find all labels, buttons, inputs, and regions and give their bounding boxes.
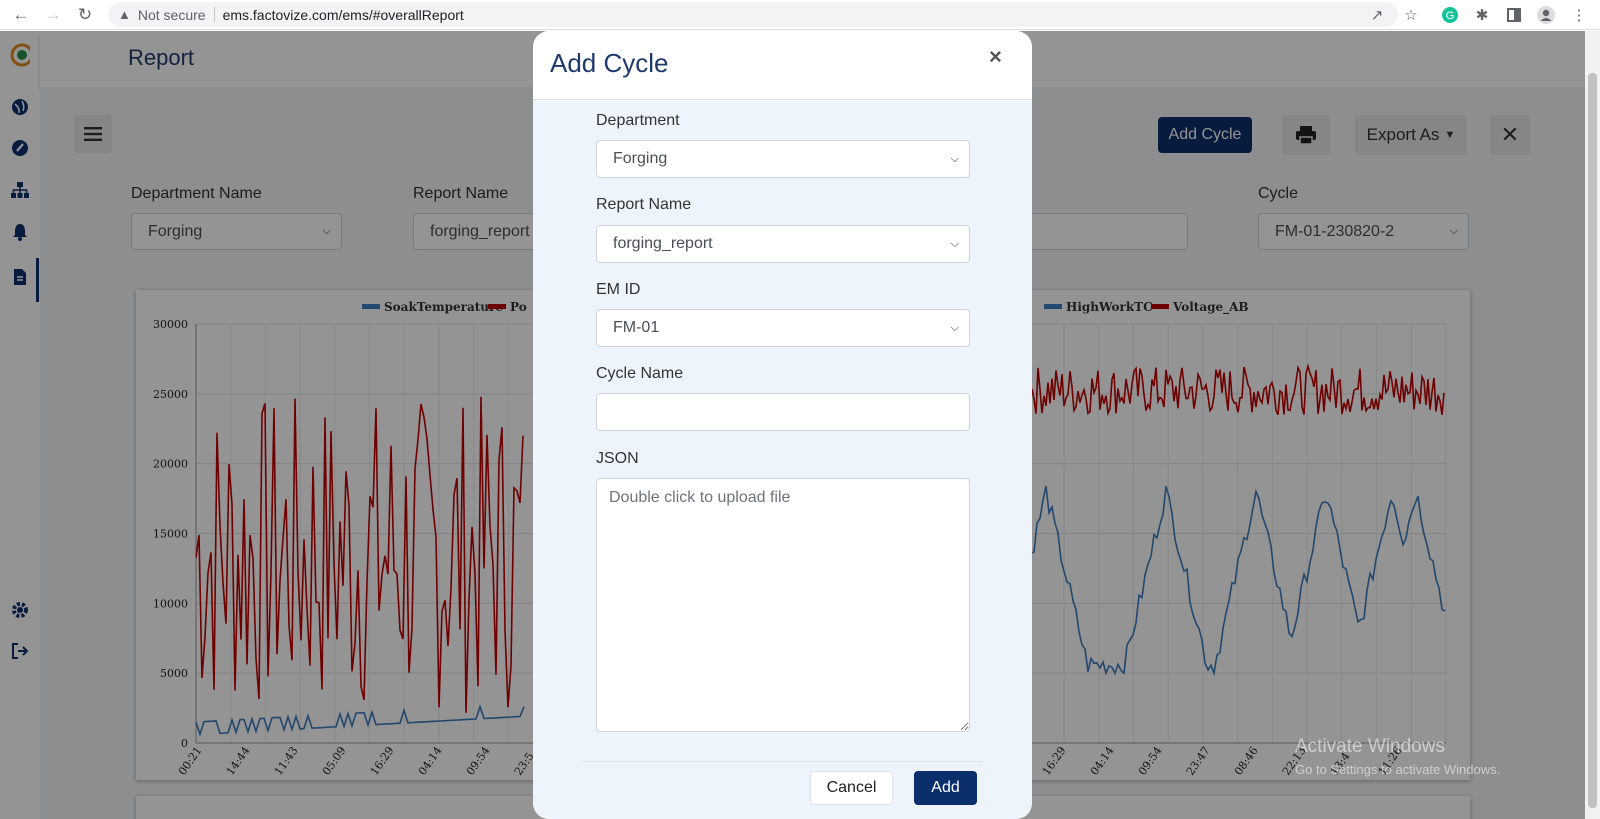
department-filter-label: Department Name — [131, 185, 262, 202]
browser-toolbar: ← → ↻ ▲ Not secure ems.factovize.com/ems… — [0, 0, 1600, 30]
report-filter-label: Report Name — [413, 185, 509, 202]
series-line-highworktc — [1015, 485, 1446, 677]
department-label: Department — [596, 112, 680, 129]
print-icon[interactable] — [1282, 115, 1330, 155]
department-select[interactable]: Forging ⌵ — [596, 140, 970, 178]
y-tick-label: 20000 — [153, 458, 188, 471]
add-cycle-modal: Add Cycle × Department Forging ⌵ Report … — [533, 31, 1032, 819]
export-as-label: Export As — [1366, 125, 1440, 144]
report-name-value: forging_report — [613, 235, 713, 252]
y-tick-label: 30000 — [153, 318, 188, 331]
series-line-po — [195, 396, 524, 713]
report-name-label: Report Name — [596, 196, 692, 213]
logo-icon[interactable] — [10, 43, 30, 67]
em-id-label: EM ID — [596, 281, 641, 298]
address-bar[interactable]: ▲ Not secure ems.factovize.com/ems/#over… — [108, 2, 1398, 27]
caret-down-icon: ▼ — [1444, 129, 1456, 141]
dashboard-gauge-icon[interactable] — [10, 138, 30, 158]
grammarly-icon[interactable]: G — [1437, 2, 1463, 27]
legend-label: Voltage_AB — [1172, 300, 1249, 315]
legend-label: Po — [510, 300, 527, 314]
legend-swatch — [1044, 304, 1062, 309]
settings-gear-icon[interactable] — [10, 600, 30, 620]
menu-kebab-icon[interactable]: ⋮ — [1571, 6, 1587, 24]
legend-swatch — [488, 304, 506, 309]
modal-title: Add Cycle — [550, 48, 669, 78]
bell-icon[interactable] — [10, 222, 30, 242]
share-icon[interactable]: ↗ — [1370, 6, 1384, 24]
profile-icon[interactable] — [1533, 2, 1559, 27]
page-title: Report — [128, 45, 195, 70]
cycle-name-input[interactable] — [596, 393, 970, 431]
scrollbar-thumb[interactable] — [1588, 73, 1597, 808]
json-upload-textarea[interactable] — [596, 478, 970, 732]
legend-swatch — [362, 304, 380, 309]
modal-close-icon[interactable]: × — [989, 44, 1002, 69]
url-text: ems.factovize.com/ems/#overallReport — [222, 6, 464, 23]
chevron-down-icon: ⌵ — [950, 322, 959, 334]
cycle-filter-select[interactable]: FM-01-230820-2 ⌵ — [1258, 213, 1469, 250]
report-file-icon[interactable] — [10, 267, 30, 287]
sidebar — [0, 31, 40, 819]
department-filter-select[interactable]: Forging ⌵ — [131, 213, 342, 250]
chevron-down-icon: ⌵ — [1449, 225, 1458, 237]
windows-activation-watermark: Activate Windows Go to Settings to activ… — [1295, 736, 1500, 777]
extensions-icon[interactable]: ✱ — [1475, 6, 1489, 24]
reload-icon[interactable]: ↻ — [77, 5, 93, 24]
y-tick-label: 10000 — [153, 597, 188, 610]
url-separator — [213, 7, 215, 22]
add-button[interactable]: Add — [914, 771, 977, 805]
series-line-soaktemperature — [195, 704, 525, 738]
y-tick-label: 0 — [181, 737, 188, 750]
export-as-button[interactable]: Export As ▼ — [1355, 115, 1467, 155]
series-line-voltage-ab — [1015, 363, 1445, 417]
chevron-down-icon: ⌵ — [322, 225, 331, 237]
cycle-filter-value: FM-01-230820-2 — [1275, 222, 1395, 240]
page-scrollbar[interactable] — [1585, 31, 1600, 819]
em-id-value: FM-01 — [613, 319, 660, 336]
add-cycle-button[interactable]: Add Cycle — [1158, 117, 1252, 153]
logout-icon[interactable] — [10, 641, 30, 661]
svg-text:G: G — [1446, 10, 1455, 22]
y-tick-label: 25000 — [153, 388, 188, 401]
hierarchy-icon[interactable] — [10, 180, 30, 200]
close-report-icon[interactable]: ✕ — [1490, 115, 1530, 155]
cycle-name-label: Cycle Name — [596, 365, 684, 382]
warning-icon: ▲ — [118, 7, 131, 22]
globe-icon[interactable] — [10, 97, 30, 117]
sidepanel-icon[interactable] — [1501, 2, 1527, 27]
department-filter-value: Forging — [148, 222, 203, 240]
hamburger-menu-icon[interactable] — [74, 115, 112, 153]
legend-label: SoakTemperature — [384, 300, 503, 314]
forward-icon[interactable]: → — [44, 5, 62, 24]
department-value: Forging — [613, 150, 668, 167]
cancel-button[interactable]: Cancel — [810, 771, 893, 805]
back-icon[interactable]: ← — [12, 5, 30, 24]
y-tick-label: 15000 — [153, 528, 188, 541]
bookmark-star-icon[interactable]: ☆ — [1404, 6, 1418, 24]
security-label: Not secure — [137, 6, 206, 23]
sidebar-active-indicator — [36, 258, 39, 302]
y-tick-label: 5000 — [160, 667, 188, 680]
legend-swatch — [1151, 304, 1169, 309]
modal-header: Add Cycle × — [533, 31, 1032, 100]
modal-footer: Cancel Add — [533, 761, 1032, 819]
chevron-down-icon: ⌵ — [950, 238, 959, 250]
json-label: JSON — [596, 450, 639, 467]
report-name-select[interactable]: forging_report ⌵ — [596, 225, 970, 263]
report-filter-value: forging_report — [430, 222, 530, 240]
footer-divider — [583, 761, 982, 762]
modal-body: Department Forging ⌵ Report Name forging… — [533, 101, 1032, 761]
watermark-line2: Go to Settings to activate Windows. — [1295, 762, 1501, 777]
watermark-line1: Activate Windows — [1295, 736, 1445, 757]
em-id-select[interactable]: FM-01 ⌵ — [596, 309, 970, 347]
chevron-down-icon: ⌵ — [950, 153, 959, 165]
cycle-filter-label: Cycle — [1258, 185, 1299, 202]
legend-label: HighWorkTC — [1066, 300, 1153, 314]
